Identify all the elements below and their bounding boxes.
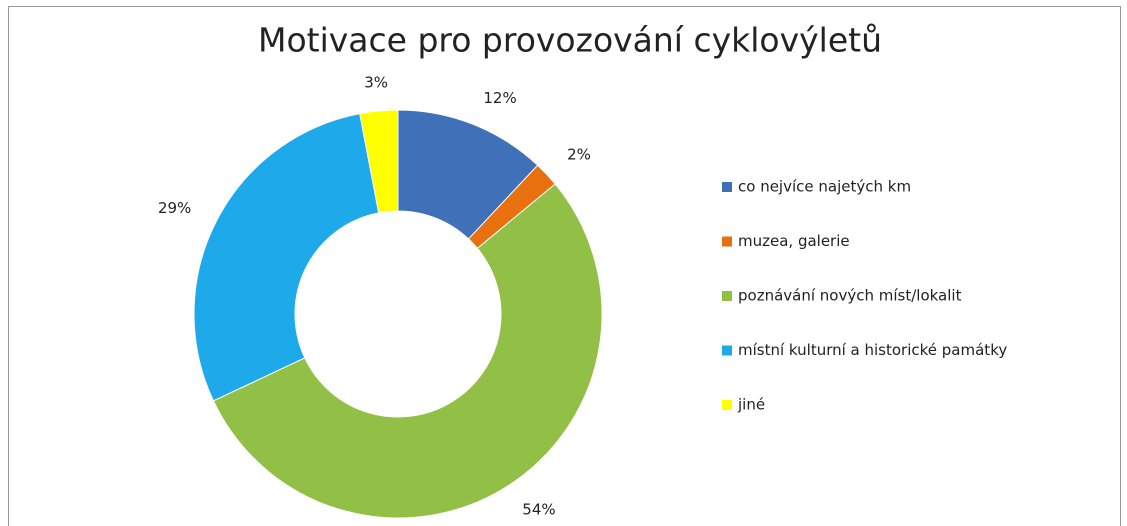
legend-swatch: [722, 345, 732, 356]
legend-swatch: [722, 400, 732, 410]
donut-slice: [193, 113, 380, 402]
chart-title: Motivace pro provozování cyklovýletů: [258, 21, 882, 60]
legend-label: co nejvíce najetých km: [738, 178, 911, 196]
donut-slice: [359, 109, 399, 214]
legend-swatch: [722, 291, 732, 301]
legend-label: místní kulturní a historické památky: [738, 341, 1007, 359]
legend-label: jiné: [737, 396, 765, 414]
data-label: 29%: [158, 199, 191, 217]
legend-swatch: [722, 182, 732, 192]
donut-slice: [212, 183, 603, 519]
legend-label: poznávání nových míst/lokalit: [738, 287, 962, 305]
data-label: 54%: [522, 500, 555, 518]
data-label: 12%: [483, 89, 516, 107]
data-label: 3%: [364, 74, 388, 92]
data-label: 2%: [567, 146, 591, 164]
legend-label: muzea, galerie: [738, 232, 850, 250]
legend-swatch: [722, 236, 732, 247]
